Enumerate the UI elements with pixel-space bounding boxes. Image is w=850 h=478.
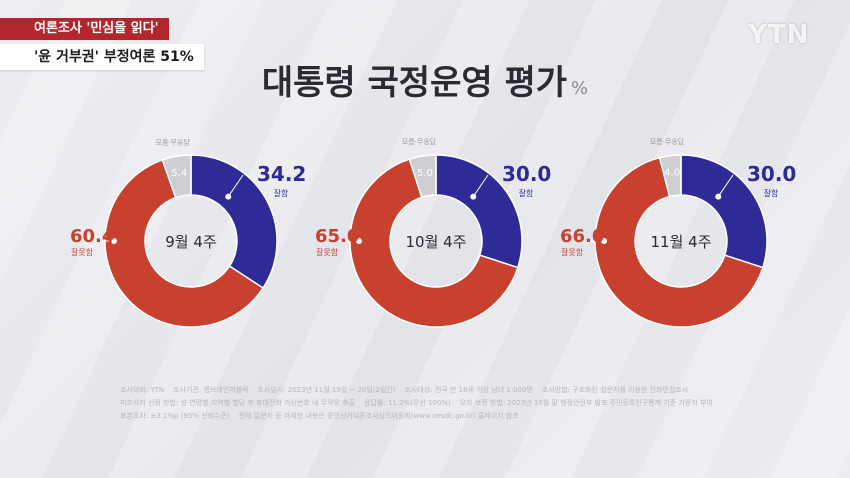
slice-value-label: 30.0 xyxy=(502,162,551,186)
chart-title-text: 대통령 국정운영 평가 xyxy=(261,63,568,103)
slice-name-label: 잘못함 xyxy=(71,248,94,257)
slice-name-label: 잘함 xyxy=(764,189,779,198)
headline-tag: '윤 거부권' 부정여론 51% xyxy=(0,44,204,70)
donut-slice-positive xyxy=(435,154,523,269)
leader-line xyxy=(472,174,489,197)
ytn-logo: YTN xyxy=(748,20,810,50)
slice-value-label: 30.0 xyxy=(747,162,796,186)
footnote-item: 조사의뢰: YTN xyxy=(120,386,165,394)
leader-line xyxy=(717,174,734,197)
donut-slice-unknown xyxy=(408,154,437,199)
footnote-item: 조사대상: 전국 만 18세 이상 남녀 1,000명 xyxy=(404,386,533,394)
footnote-item: 조사일시: 2023년 11월 19일 ~ 20일(2일간) xyxy=(257,386,396,394)
footnote-item: 전체 질문지 등 자세한 내용은 중앙선거여론조사심의위원회(www.nesdc… xyxy=(238,412,519,420)
slice-name-label: 모름·무응답 xyxy=(156,137,191,146)
donut-slice-positive xyxy=(680,154,768,269)
slice-value-label: 66.0 xyxy=(560,226,604,247)
footnote-item: 조사방법: 구조화된 설문지를 이용한 전화면접조사 xyxy=(541,386,689,394)
slice-name-label: 잘함 xyxy=(274,189,289,198)
donut-center-label: 10월 4주 xyxy=(406,233,467,251)
footnote-item: 조사기관: 엠브레인퍼블릭 xyxy=(173,386,249,394)
slice-name-label: 모름·무응답 xyxy=(402,137,437,146)
footnote-item: 응답률: 11.2%(무선 100%) xyxy=(364,399,451,407)
slice-name-label: 잘못함 xyxy=(561,248,584,257)
donut-slice-unknown xyxy=(161,154,192,199)
slice-value-label: 34.2 xyxy=(257,162,306,186)
slice-name-label: 모름·무응답 xyxy=(650,137,685,146)
leader-line xyxy=(227,174,244,197)
footnote-item: 표본오차: ±3.1%p (95% 신뢰수준) xyxy=(120,412,230,420)
donut-slice-negative xyxy=(349,158,519,328)
program-tag: 여론조사 '민심을 읽다' xyxy=(0,18,169,40)
slice-value-label: 5.0 xyxy=(417,168,433,179)
slice-value-label: 4.0 xyxy=(664,168,680,179)
footnote-item: 오차 보정 방법: 2023년 10월 말 행정안전부 발표 주민등록인구통계 … xyxy=(459,399,713,407)
donut-slice-unknown xyxy=(658,154,682,198)
donut-slice-positive xyxy=(190,154,278,290)
slice-name-label: 잘함 xyxy=(519,189,534,198)
slice-name-label: 잘못함 xyxy=(316,248,339,257)
donut-slice-negative xyxy=(594,156,764,328)
donut-slice-negative xyxy=(104,158,265,328)
footnote-item: 피조사자 선정 방법: 성·연령별·지역별 할당 후 휴대전화 가상번호 내 무… xyxy=(120,399,356,407)
chart-title: 대통령 국정운영 평가% xyxy=(0,55,850,104)
slice-value-label: 65.0 xyxy=(315,226,359,247)
donut-center-label: 9월 4주 xyxy=(165,233,216,251)
chart-unit: % xyxy=(571,78,589,99)
slice-value-label: 60.4 xyxy=(70,226,114,247)
slice-value-label: 5.4 xyxy=(171,168,187,179)
donut-center-label: 11월 4주 xyxy=(651,233,712,251)
